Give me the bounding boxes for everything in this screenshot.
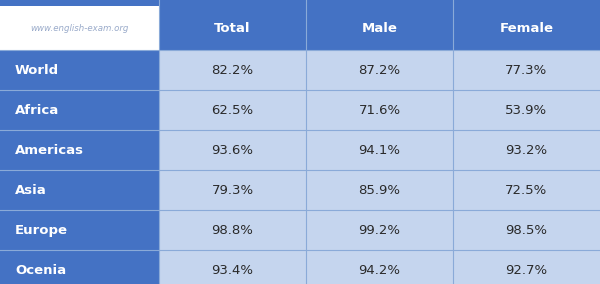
Text: 93.2%: 93.2% — [505, 144, 548, 157]
Text: 79.3%: 79.3% — [211, 184, 254, 197]
Text: 92.7%: 92.7% — [505, 264, 548, 277]
Bar — [306, 210, 453, 250]
Bar — [306, 170, 453, 210]
Text: Asia: Asia — [15, 184, 47, 197]
Bar — [453, 6, 600, 50]
Bar — [159, 90, 306, 130]
Bar — [453, 50, 600, 90]
Text: 99.2%: 99.2% — [359, 224, 401, 237]
Text: 87.2%: 87.2% — [358, 64, 401, 77]
Bar — [159, 170, 306, 210]
Bar — [0, 210, 159, 250]
Text: 93.6%: 93.6% — [212, 144, 254, 157]
Text: 62.5%: 62.5% — [211, 104, 254, 117]
Text: Ocenia: Ocenia — [15, 264, 66, 277]
Text: 98.5%: 98.5% — [505, 224, 548, 237]
Text: 94.2%: 94.2% — [359, 264, 401, 277]
Bar — [159, 6, 306, 50]
Bar — [453, 210, 600, 250]
Bar — [0, 170, 159, 210]
Bar — [306, 250, 453, 284]
Bar — [306, 6, 453, 50]
Bar — [159, 210, 306, 250]
Bar — [453, 170, 600, 210]
Bar — [306, 50, 453, 90]
Bar — [0, 0, 600, 6]
Text: 93.4%: 93.4% — [212, 264, 254, 277]
Bar — [453, 130, 600, 170]
Bar — [0, 250, 159, 284]
Bar — [306, 130, 453, 170]
Text: 82.2%: 82.2% — [211, 64, 254, 77]
Bar — [0, 50, 159, 90]
Bar — [453, 250, 600, 284]
Bar — [0, 6, 159, 50]
Text: www.english-exam.org: www.english-exam.org — [31, 24, 128, 33]
Text: Africa: Africa — [15, 104, 59, 117]
Text: Female: Female — [499, 22, 554, 35]
Text: World: World — [15, 64, 59, 77]
Text: Americas: Americas — [15, 144, 84, 157]
Text: Total: Total — [214, 22, 251, 35]
Bar — [453, 90, 600, 130]
Text: 72.5%: 72.5% — [505, 184, 548, 197]
Bar — [306, 90, 453, 130]
Bar — [159, 130, 306, 170]
Text: 77.3%: 77.3% — [505, 64, 548, 77]
Text: 85.9%: 85.9% — [359, 184, 401, 197]
Text: Europe: Europe — [15, 224, 68, 237]
Text: 53.9%: 53.9% — [505, 104, 548, 117]
Text: 98.8%: 98.8% — [212, 224, 253, 237]
Bar — [0, 130, 159, 170]
Bar — [0, 90, 159, 130]
Bar — [159, 50, 306, 90]
Text: 71.6%: 71.6% — [358, 104, 401, 117]
Text: Male: Male — [362, 22, 397, 35]
Text: 94.1%: 94.1% — [359, 144, 401, 157]
Bar — [159, 250, 306, 284]
